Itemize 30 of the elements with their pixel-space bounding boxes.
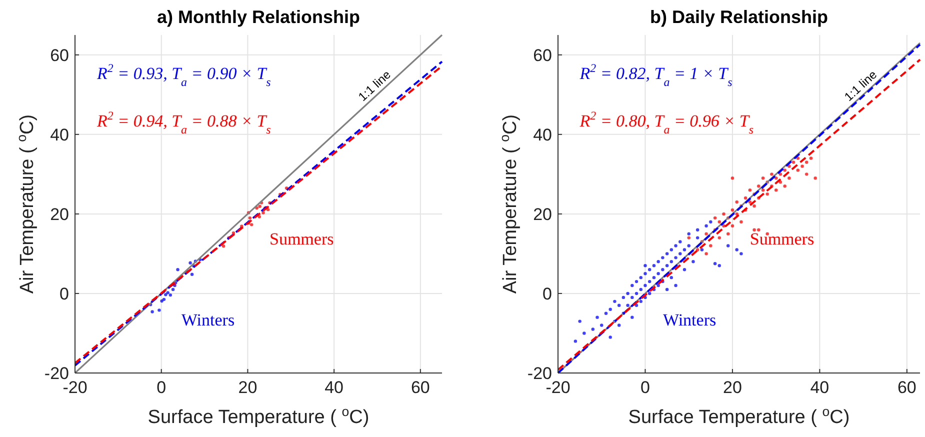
x-tick-label: 60 [410, 378, 430, 397]
annotation: 1:1 line [356, 67, 394, 104]
annotation: R$^{2}$ = 0.82, T$_{a}$ = 1 × T$_{s}$ [578, 60, 733, 89]
x-tick-label: 40 [324, 378, 344, 397]
y-tick-label: 0 [542, 284, 552, 304]
y-tick-label: 60 [533, 46, 552, 65]
chart-title: b) Daily Relationship [650, 7, 828, 27]
annotation: R$^{2}$ = 0.94, T$_{a}$ = 0.88 × T$_{s}$ [96, 108, 272, 136]
y-tick-label: 60 [50, 46, 69, 65]
x-tick-label: 20 [238, 378, 258, 397]
y-tick-label: 20 [533, 204, 552, 224]
x-tick-label: 60 [897, 378, 916, 397]
series-label: Summers [750, 230, 814, 249]
series-label: Winters [181, 310, 235, 330]
x-tick-label: 40 [810, 378, 830, 397]
series-label: Summers [270, 230, 334, 249]
x-axis-title: Surface Temperature ( $^{o}$C) [148, 404, 370, 428]
chart-title: a) Monthly Relationship [156, 7, 360, 27]
x-tick-label: 20 [722, 378, 742, 397]
x-tick-label: 0 [640, 378, 650, 397]
series-label: Winters [662, 310, 716, 330]
annotation: 1:1 line [842, 67, 880, 104]
x-axis-title: Surface Temperature ( $^{o}$C) [628, 404, 850, 428]
y-tick-label: 40 [50, 125, 69, 144]
annotation: R$^{2}$ = 0.80, T$_{a}$ = 0.96 × T$_{s}$ [578, 108, 754, 136]
x-tick-label: 0 [156, 378, 166, 397]
y-tick-label: 40 [533, 125, 552, 144]
y-tick-label: 0 [60, 284, 69, 304]
annotation: R$^{2}$ = 0.93, T$_{a}$ = 0.90 × T$_{s}$ [96, 60, 272, 89]
y-tick-label: 20 [50, 204, 69, 224]
